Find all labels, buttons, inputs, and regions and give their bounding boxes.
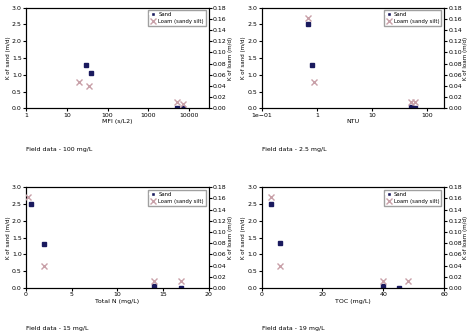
Text: Field data - 2.5 mg/L: Field data - 2.5 mg/L <box>262 147 326 152</box>
Y-axis label: K of loam (m/d): K of loam (m/d) <box>228 37 233 79</box>
X-axis label: NTU: NTU <box>346 119 359 124</box>
X-axis label: Total N (mg/L): Total N (mg/L) <box>95 299 139 304</box>
Text: Field data - 19 mg/L: Field data - 19 mg/L <box>262 326 324 331</box>
Y-axis label: K of loam (m/d): K of loam (m/d) <box>464 216 468 259</box>
Y-axis label: K of loam (m/d): K of loam (m/d) <box>464 37 468 79</box>
Legend: Sand, Loam (sandy silt): Sand, Loam (sandy silt) <box>148 10 206 26</box>
Y-axis label: K of sand (m/d): K of sand (m/d) <box>241 37 246 79</box>
X-axis label: TOC (mg/L): TOC (mg/L) <box>335 299 371 304</box>
Legend: Sand, Loam (sandy silt): Sand, Loam (sandy silt) <box>384 10 441 26</box>
Y-axis label: K of sand (m/d): K of sand (m/d) <box>241 216 246 259</box>
Y-axis label: K of sand (m/d): K of sand (m/d) <box>6 37 10 79</box>
Y-axis label: K of sand (m/d): K of sand (m/d) <box>6 216 10 259</box>
Text: Field data - 15 mg/L: Field data - 15 mg/L <box>26 326 89 331</box>
Text: Field data - 100 mg/L: Field data - 100 mg/L <box>26 147 92 152</box>
X-axis label: MFI (s/L2): MFI (s/L2) <box>102 119 133 124</box>
Legend: Sand, Loam (sandy silt): Sand, Loam (sandy silt) <box>384 190 441 206</box>
Y-axis label: K of loam (m/d): K of loam (m/d) <box>228 216 233 259</box>
Legend: Sand, Loam (sandy silt): Sand, Loam (sandy silt) <box>148 190 206 206</box>
